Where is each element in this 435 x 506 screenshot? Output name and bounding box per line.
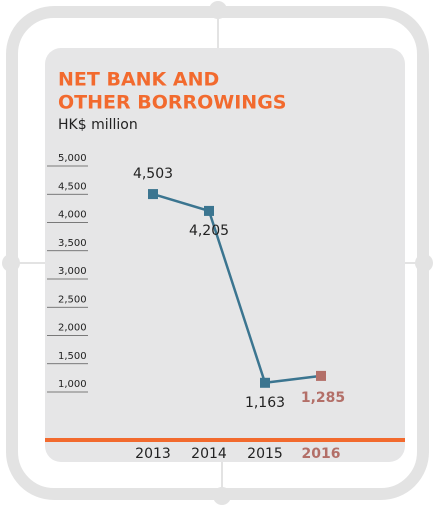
panel bbox=[45, 48, 405, 462]
y-tick-label: 3,500 bbox=[58, 238, 87, 249]
data-point bbox=[260, 377, 270, 388]
chart-title: OTHER BORROWINGS bbox=[58, 92, 287, 114]
chart-title: NET BANK AND bbox=[58, 69, 219, 91]
frame-knob bbox=[415, 254, 433, 272]
data-point bbox=[204, 205, 214, 216]
frame-knob bbox=[209, 1, 227, 19]
data-point bbox=[148, 189, 158, 200]
series-line bbox=[152, 192, 322, 385]
y-tick-label: 1,500 bbox=[58, 351, 87, 362]
frame-knob bbox=[213, 487, 231, 505]
value-label: 4,503 bbox=[133, 166, 173, 182]
x-tick-label: 2015 bbox=[247, 446, 283, 462]
value-label: 1,285 bbox=[301, 390, 345, 406]
y-tick-label: 5,000 bbox=[58, 153, 87, 164]
x-tick-label: 2013 bbox=[135, 446, 171, 462]
value-label: 1,163 bbox=[245, 395, 285, 411]
frame-knob bbox=[2, 254, 20, 272]
x-tick-label: 2014 bbox=[191, 446, 227, 462]
data-point bbox=[316, 370, 326, 381]
y-tick-label: 2,000 bbox=[58, 323, 87, 334]
y-tick-label: 1,000 bbox=[58, 379, 87, 390]
x-tick-label: 2016 bbox=[302, 446, 341, 462]
y-tick-label: 4,500 bbox=[58, 181, 87, 192]
y-tick-label: 3,000 bbox=[58, 266, 87, 277]
chart-subtitle: HK$ million bbox=[58, 117, 138, 133]
y-tick-label: 4,000 bbox=[58, 210, 87, 221]
value-label: 4,205 bbox=[189, 223, 229, 239]
y-tick-label: 2,500 bbox=[58, 294, 87, 305]
